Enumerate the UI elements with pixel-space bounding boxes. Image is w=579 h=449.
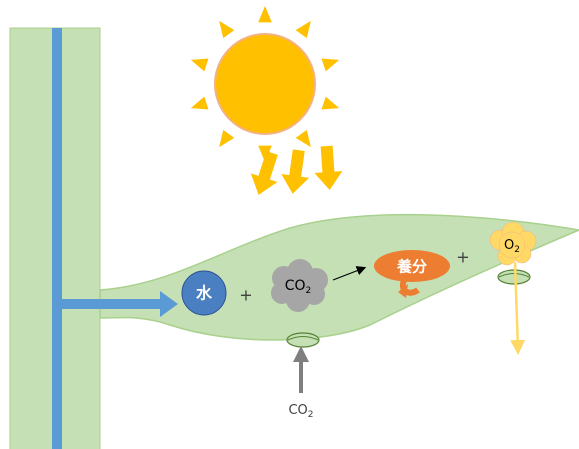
- water-label: 水: [196, 284, 213, 303]
- sun-ray: [296, 130, 311, 147]
- co2-subscript: 2: [308, 410, 314, 420]
- sun-ray: [322, 97, 340, 110]
- sun-ray: [296, 21, 311, 38]
- sunlight-arrow: [245, 149, 285, 199]
- sun-ray: [191, 58, 209, 71]
- co2-outside-label: CO2: [288, 403, 313, 420]
- plus-sign: +: [456, 248, 469, 267]
- co2-text: CO: [288, 403, 307, 418]
- sun-ray: [219, 21, 234, 38]
- co2-subscript: 2: [306, 286, 312, 296]
- sun-disc: [215, 34, 315, 134]
- o2-subscript: 2: [514, 245, 520, 255]
- water-vessel: [52, 28, 62, 449]
- sunlight-arrows: [245, 145, 343, 199]
- stoma: [287, 333, 319, 347]
- sun: [191, 6, 339, 162]
- photosynthesis-diagram: 水 + CO2 養分 + O2 CO2: [0, 0, 579, 449]
- sun-ray: [191, 97, 209, 110]
- stoma: [498, 270, 530, 284]
- o2-text: O: [504, 238, 514, 253]
- sunlight-arrow: [279, 148, 313, 195]
- co2-text: CO: [285, 278, 306, 294]
- nutrient-label: 養分: [396, 258, 427, 276]
- sun-ray: [258, 6, 272, 22]
- sun-ray: [322, 58, 340, 71]
- sunlight-arrow: [313, 145, 344, 191]
- sun-ray: [219, 130, 234, 147]
- plus-sign: +: [239, 286, 252, 305]
